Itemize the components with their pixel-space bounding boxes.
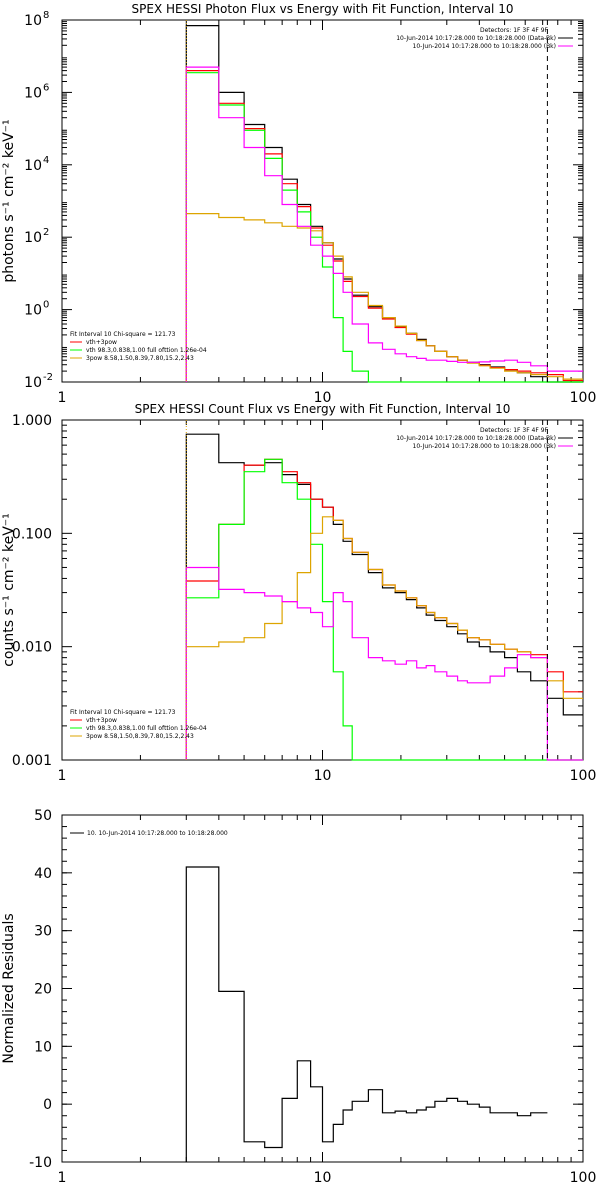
series-line-3pow (185, 213, 583, 382)
x-tick-label: 100 (570, 768, 597, 784)
legend-bk-entry: 10-Jun-2014 10:17:28.000 to 10:18:28.000… (413, 443, 556, 450)
series-line-bk (185, 566, 583, 761)
series-line-10-10-jun-2014-10-17-28-000-to-10-18-28-000 (185, 866, 548, 1162)
y-tick-base: 10 (24, 303, 42, 319)
chart-panel-1: SPEX HESSI Photon Flux vs Energy with Fi… (1, 2, 596, 406)
y-tick-label: 10 (34, 1039, 52, 1055)
plot-frame (61, 19, 584, 383)
y-tick-base: 10 (24, 13, 42, 29)
x-tick-label: 10 (314, 768, 332, 784)
legend-vth-3pow-label: vth+3pow (86, 339, 117, 346)
y-tick-label: 10 (24, 375, 42, 391)
y-tick-label: 10 (24, 13, 42, 29)
series-line-vth (185, 458, 583, 761)
legend-detectors: Detectors: 1F 3F 4F 9F (480, 427, 549, 434)
legend-3pow-label: 3pow 8.58,1.50,8.39,7.80,15.2,2.43 (86, 355, 194, 362)
series-line-vth-3pow (185, 70, 583, 382)
y-tick-exponent: 2 (43, 227, 49, 238)
y-tick-label: 0.001 (12, 753, 52, 769)
legend-fit-interval: Fit Interval 10 Chi-square = 121.73 (70, 331, 176, 338)
chart-panel-3: 1 10 100 -10 0 10 20 30 40 50 Normalized Residuals… (1, 808, 596, 1186)
series-line-vth-3pow (185, 458, 583, 760)
y-tick-exponent: 6 (43, 82, 49, 93)
y-tick-base: 10 (24, 158, 42, 174)
y-tick-label: 20 (34, 982, 52, 998)
y-tick-label: 0 (43, 1097, 52, 1113)
legend-vth-label: vth 98.3,0.838,1.00 full ofttion 1.26e-0… (86, 347, 207, 354)
x-tick-label: 1 (58, 768, 67, 784)
legend-vth-label: vth 98.3,0.838,1.00 full ofttion 1.26e-0… (86, 725, 207, 732)
legend-vth-3pow-label: vth+3pow (86, 717, 117, 724)
series-line-3pow (185, 516, 583, 760)
y-tick-exponent: 8 (43, 10, 49, 21)
legend-bk-entry: 10-Jun-2014 10:17:28.000 to 10:18:28.000… (413, 43, 556, 50)
chart-title: SPEX HESSI Photon Flux vs Energy with Fi… (132, 2, 514, 16)
y-axis-label: Normalized Residuals (1, 913, 17, 1063)
y-tick-label: 50 (34, 808, 52, 824)
y-tick-label: 10 (24, 230, 42, 246)
y-tick-exponent: -2 (43, 372, 53, 383)
y-tick-base: 10 (24, 230, 42, 246)
x-tick-label: 10 (314, 390, 332, 406)
chart-panel-2: SPEX HESSI Count Flux vs Energy with Fit… (1, 402, 596, 784)
y-tick-exponent: 0 (43, 300, 49, 311)
y-tick-label: -10 (29, 1155, 52, 1171)
y-tick-label: 1.000 (12, 413, 52, 429)
y-tick-label: 30 (34, 924, 52, 940)
legend-3pow-label: 3pow 8.58,1.50,8.39,7.80,15.2,2.43 (86, 733, 194, 740)
x-tick-label: 100 (570, 1170, 597, 1186)
y-tick-exponent: 4 (43, 155, 49, 166)
y-axis-label: counts s⁻¹ cm⁻² keV⁻¹ (1, 513, 17, 667)
y-tick-label: 10 (24, 303, 42, 319)
y-tick-label: 10 (24, 85, 42, 101)
legend-data-entry: 10-Jun-2014 10:17:28.000 to 10:18:28.000… (396, 35, 556, 42)
series-line-data-bk (185, 433, 583, 760)
y-tick-base: 10 (24, 375, 42, 391)
x-tick-label: 100 (570, 390, 597, 406)
legend-detectors: Detectors: 1F 3F 4F 9F (480, 27, 549, 34)
y-axis-label: photons s⁻¹ cm⁻² keV⁻¹ (1, 119, 17, 282)
legend-fit-interval: Fit Interval 10 Chi-square = 121.73 (70, 709, 176, 716)
x-tick-label: 1 (58, 1170, 67, 1186)
y-tick-base: 10 (24, 85, 42, 101)
y-tick-label: 0.010 (12, 640, 52, 656)
legend-data-entry: 10-Jun-2014 10:17:28.000 to 10:18:28.000… (396, 435, 556, 442)
y-tick-label: 0.100 (12, 526, 52, 542)
series-line-bk (185, 66, 583, 382)
series-line-data-bk (185, 25, 583, 383)
chart-title: SPEX HESSI Count Flux vs Energy with Fit… (135, 402, 511, 416)
series-line-vth (185, 72, 583, 383)
x-tick-label: 10 (314, 1170, 332, 1186)
y-tick-label: 10 (24, 158, 42, 174)
y-tick-label: 40 (34, 866, 52, 882)
legend-residuals-entry: 10. 10-Jun-2014 10:17:28.000 to 10:18:28… (87, 830, 228, 837)
x-tick-label: 1 (58, 390, 67, 406)
